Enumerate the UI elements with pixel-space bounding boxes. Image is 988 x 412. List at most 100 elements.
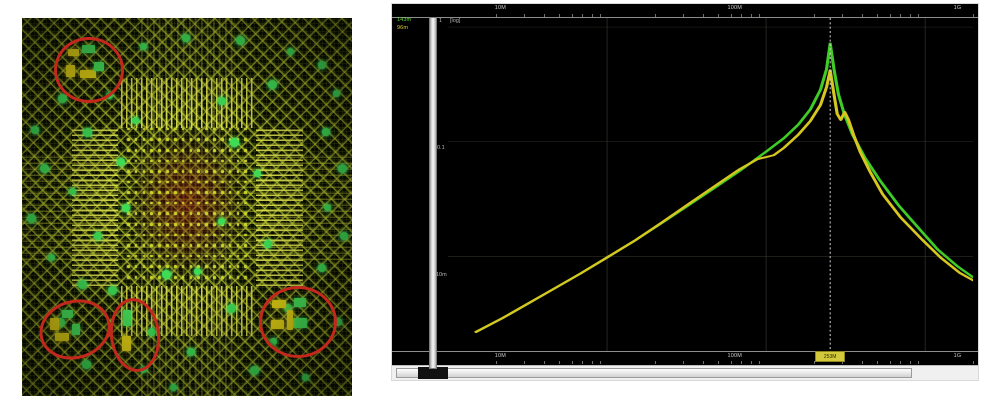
x-minor-tick-top (900, 14, 902, 17)
legend-entry-yellow: 96m (397, 24, 408, 31)
x-minor-tick-bottom (523, 361, 525, 364)
pcb-layout-panel[interactable] (22, 18, 352, 396)
pcb-via (264, 240, 272, 248)
plot-area[interactable] (448, 18, 973, 351)
x-minor-tick-top (702, 14, 704, 17)
vertical-scrollbar[interactable] (429, 17, 437, 369)
annotation-circle-bottom-right (259, 286, 337, 358)
x-minor-tick-top (973, 14, 974, 17)
x-minor-tick-bottom (917, 361, 919, 364)
cursor-frequency-marker[interactable]: 253M (815, 351, 846, 362)
pcb-via (236, 36, 245, 45)
x-minor-tick-top (599, 14, 601, 17)
x-axis-top[interactable]: 10M 100M 1G (392, 4, 978, 18)
x-minor-tick-top (877, 14, 879, 17)
pcb-via (218, 97, 226, 105)
horizontal-scrollbar-thumb[interactable] (396, 368, 912, 378)
pcb-via (69, 188, 76, 195)
pcb-via (318, 61, 326, 69)
x-minor-tick-bottom (877, 361, 879, 364)
x-minor-tick-top (718, 14, 720, 17)
bga-fanout-top (121, 78, 253, 128)
y-axis-scale-label: [log] (450, 18, 461, 24)
x-minor-tick-bottom (559, 361, 561, 364)
x-minor-tick-bottom (591, 361, 593, 364)
x-minor-tick-top (909, 14, 911, 17)
y-tick-1: 1 (439, 18, 443, 24)
x-minor-tick-top (861, 14, 863, 17)
pcb-via (302, 374, 309, 381)
pcb-via (324, 204, 331, 211)
y-tick-0p1: 0.1 (437, 145, 445, 151)
pcb-via (148, 328, 156, 336)
x-minor-tick-bottom (750, 361, 752, 364)
pcb-via (254, 170, 261, 177)
x-minor-tick-bottom (495, 361, 497, 364)
x-tick-bottom-0: 10M (494, 353, 507, 359)
x-axis-bottom[interactable]: 10M 100M 1G (392, 351, 978, 364)
x-minor-tick-bottom (543, 361, 545, 364)
x-minor-tick-top (543, 14, 545, 17)
x-minor-tick-bottom (889, 361, 891, 364)
x-minor-tick-top (889, 14, 891, 17)
impedance-plot-window[interactable]: 10M 100M 1G 143m 96m [log] 1 0.1 10m 1 (391, 3, 979, 409)
x-minor-tick-bottom (682, 361, 684, 364)
x-minor-tick-bottom (599, 361, 601, 364)
pcb-via (27, 214, 36, 223)
legend: 143m 96m (397, 17, 411, 32)
x-minor-tick-top (758, 14, 760, 17)
plot-svg (448, 18, 973, 351)
x-minor-tick-top (841, 14, 843, 17)
pcb-via (318, 264, 326, 272)
pcb-via (56, 318, 65, 327)
pcb-via (187, 348, 195, 356)
x-minor-tick-bottom (861, 361, 863, 364)
pcb-via (117, 158, 125, 166)
horizontal-scrollbar-track-left[interactable] (418, 367, 448, 379)
horizontal-scrollbar[interactable] (392, 365, 978, 380)
pcb-capacitor (123, 310, 131, 326)
x-tick-top-1: 100M (727, 5, 743, 11)
x-tick-top-0: 10M (494, 5, 507, 11)
x-minor-tick-top (813, 14, 815, 17)
pcb-via (132, 117, 139, 124)
x-minor-tick-bottom (741, 361, 743, 364)
pcb-canvas (22, 18, 352, 396)
pcb-via (340, 232, 348, 240)
x-minor-tick-top (571, 14, 573, 17)
x-minor-tick-bottom (582, 361, 584, 364)
pcb-via (230, 138, 239, 147)
bga-fanout-left (71, 127, 118, 287)
pcb-via (194, 268, 201, 275)
bga-fanout-right (256, 127, 303, 287)
x-minor-tick-top (495, 14, 497, 17)
grid-lines (448, 18, 973, 351)
x-minor-tick-bottom (841, 361, 843, 364)
x-minor-tick-top (730, 14, 732, 17)
pcb-via (334, 318, 342, 326)
pcb-via (140, 43, 147, 50)
x-minor-tick-top (523, 14, 525, 17)
x-minor-tick-top (917, 14, 919, 17)
pcb-capacitor (72, 324, 80, 335)
x-minor-tick-top (559, 14, 561, 17)
x-tick-bottom-2: 1G (953, 353, 962, 359)
x-minor-tick-bottom (909, 361, 911, 364)
x-minor-tick-bottom (973, 361, 974, 364)
x-minor-tick-bottom (718, 361, 720, 364)
x-minor-tick-bottom (702, 361, 704, 364)
x-tick-bottom-1: 100M (727, 353, 743, 359)
pcb-via (162, 270, 171, 279)
plot-frame: 10M 100M 1G 143m 96m [log] 1 0.1 10m 1 (391, 3, 979, 381)
pcb-via (31, 126, 39, 134)
bga-pad-matrix (124, 124, 249, 283)
x-minor-tick-top (582, 14, 584, 17)
x-minor-tick-top (750, 14, 752, 17)
pcb-via (287, 48, 294, 55)
pcb-via (227, 304, 236, 313)
x-minor-tick-bottom (758, 361, 760, 364)
pcb-via (78, 280, 87, 289)
x-minor-tick-bottom (654, 361, 656, 364)
series-line-yellow (474, 69, 973, 333)
